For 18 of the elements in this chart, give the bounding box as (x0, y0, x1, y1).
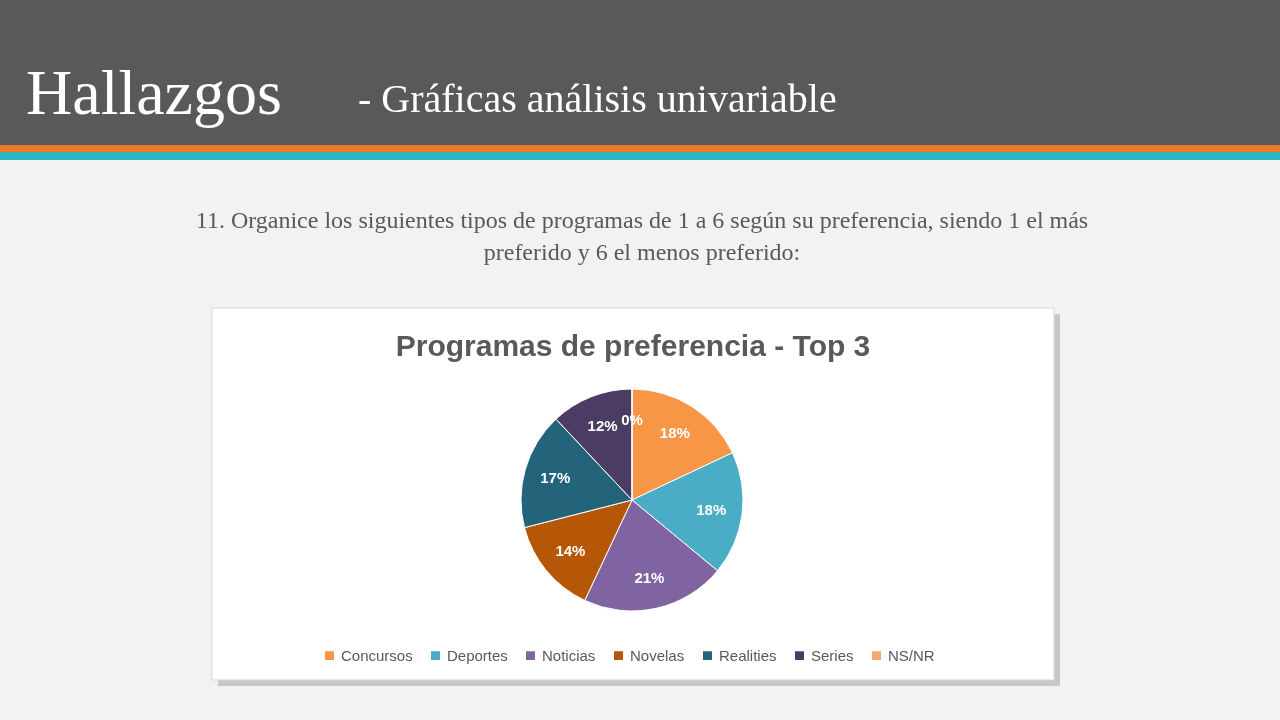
legend-label: Series (811, 646, 854, 664)
legend-label: Novelas (630, 646, 685, 664)
text: Hallazgos (26, 57, 282, 128)
data-label: 18% (696, 501, 727, 519)
data-label: 17% (540, 468, 571, 486)
chart-subtitle: 11. Organice los siguientes tipos de programas de 1 a 6 según su preferencia, siendo 1 el más preferido y 6 el menos preferido: (195, 207, 1089, 266)
data-label: 14% (555, 541, 586, 559)
legend-label: NS/NR (888, 646, 935, 664)
text: 0% (621, 411, 643, 429)
data-label: 18% (659, 423, 690, 441)
legend-label: Noticias (542, 646, 596, 664)
text: - Gráficas análisis univariable (358, 76, 837, 121)
legend-label: Deportes (447, 646, 508, 664)
data-label: 21% (634, 569, 665, 586)
data-label: 12% (587, 416, 618, 434)
legend-label: Realities (719, 646, 777, 664)
chart-title: Programas de preferencia - Top 3 (395, 329, 871, 362)
legend-label: Concursos (341, 646, 413, 664)
